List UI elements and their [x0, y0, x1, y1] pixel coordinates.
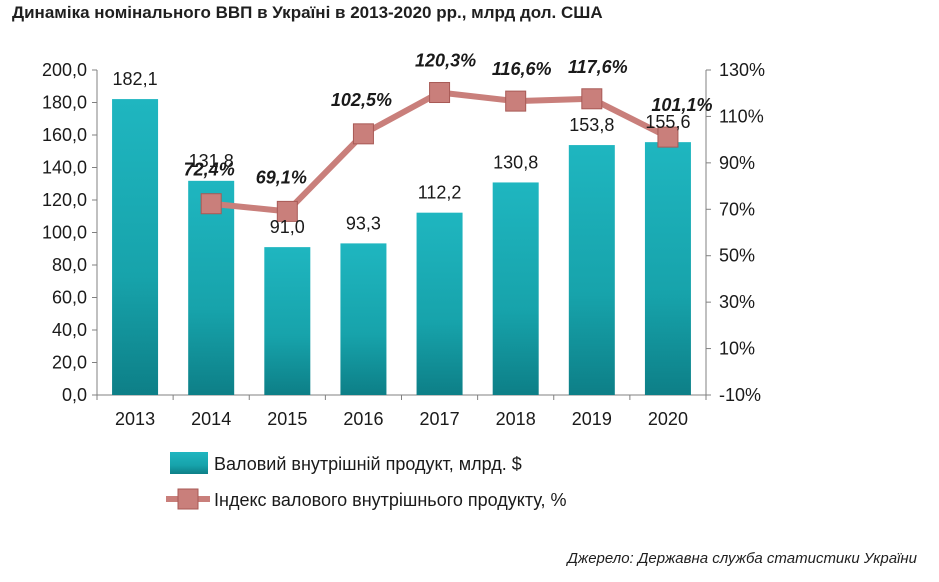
chart-title: Динаміка номінального ВВП в Україні в 20…	[12, 3, 603, 22]
legend-bar-swatch	[170, 452, 208, 474]
right-tick-label: 50%	[719, 246, 755, 266]
bar-value-label: 182,1	[113, 69, 158, 89]
index-point-marker	[429, 82, 451, 104]
chart-area: 0,0 20,0 40,0 60,0 80,0 100,0 120,0 140,0 160,0 1…	[42, 51, 765, 510]
bar-value-label: 93,3	[346, 213, 381, 233]
right-tick-label: 90%	[719, 153, 755, 173]
left-tick-label: 140,0	[42, 158, 87, 178]
legend-bar-label: Валовий внутрішній продукт, млрд. $	[214, 454, 522, 474]
x-tick-label: 2015	[267, 409, 307, 429]
index-point-marker	[505, 90, 527, 112]
bar-value-label: 131,8	[189, 151, 234, 171]
legend: Валовий внутрішній продукт, млрд. $ Індек…	[166, 452, 567, 510]
bar	[340, 243, 387, 395]
left-tick-label: 0,0	[62, 385, 87, 405]
right-tick-label: 110%	[719, 106, 764, 126]
bar	[568, 145, 615, 395]
bar	[264, 247, 311, 395]
x-tick-label: 2016	[343, 409, 383, 429]
right-tick-label: 70%	[719, 199, 755, 219]
bar	[188, 180, 235, 395]
bar	[644, 142, 691, 395]
bar-value-label: 112,2	[418, 183, 462, 203]
legend-line-label: Індекс валового внутрішнього продукту, %	[214, 490, 567, 510]
bar-value-label: 130,8	[493, 152, 538, 172]
index-line	[200, 82, 679, 222]
left-tick-label: 60,0	[52, 288, 87, 308]
right-tick-label: 130%	[719, 60, 765, 80]
bar	[416, 212, 463, 395]
x-tick-label: 2018	[496, 409, 536, 429]
index-value-label: 117,6%	[568, 57, 628, 77]
index-value-label: 69,1%	[256, 167, 307, 187]
data-labels: 182,1 131,8 91,0 93,3 112,2 130,8 153,8 155,6 72…	[113, 51, 713, 238]
source-note: Джерело: Державна служба статистики Укра…	[567, 550, 917, 567]
index-point-marker	[276, 200, 298, 222]
left-tick-label: 200,0	[42, 60, 87, 80]
bar	[112, 99, 159, 396]
left-tick-label: 20,0	[52, 353, 87, 373]
right-tick-label: 10%	[719, 339, 755, 359]
x-tick-label: 2019	[572, 409, 612, 429]
left-tick-label: 40,0	[52, 320, 87, 340]
index-point-marker	[581, 88, 603, 110]
index-point-marker	[200, 193, 222, 215]
x-tick-label: 2017	[420, 409, 460, 429]
left-tick-label: 160,0	[42, 125, 87, 145]
index-point-marker	[657, 126, 679, 148]
bar-value-label: 91,0	[270, 217, 305, 237]
bar-value-label: 153,8	[569, 115, 614, 135]
axes: 0,0 20,0 40,0 60,0 80,0 100,0 120,0 140,0 160,0 1…	[42, 60, 765, 429]
left-tick-label: 120,0	[42, 190, 87, 210]
index-value-label: 116,6%	[492, 59, 552, 79]
right-tick-label: -10%	[719, 385, 761, 405]
bar	[492, 182, 539, 395]
index-value-label: 101,1%	[651, 95, 712, 115]
index-point-marker	[352, 123, 374, 145]
x-tick-label: 2020	[648, 409, 688, 429]
left-tick-label: 100,0	[42, 223, 87, 243]
left-tick-label: 80,0	[52, 255, 87, 275]
index-value-label: 120,3%	[415, 51, 476, 71]
legend-line-marker	[177, 488, 199, 510]
right-tick-label: 30%	[719, 292, 755, 312]
x-tick-label: 2013	[115, 409, 155, 429]
index-value-label: 72,4%	[184, 160, 235, 180]
bars	[112, 99, 691, 396]
index-value-label: 102,5%	[331, 90, 392, 110]
left-tick-label: 180,0	[42, 93, 87, 113]
bar-value-label: 155,6	[645, 112, 690, 132]
x-tick-label: 2014	[191, 409, 231, 429]
